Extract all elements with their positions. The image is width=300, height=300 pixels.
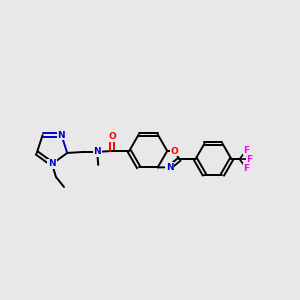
Text: N: N	[58, 130, 65, 140]
Text: N: N	[93, 147, 101, 156]
Text: O: O	[108, 132, 116, 141]
Text: N: N	[166, 163, 173, 172]
Text: O: O	[170, 147, 178, 156]
Text: F: F	[243, 146, 250, 155]
Text: F: F	[246, 155, 253, 164]
Text: F: F	[243, 164, 250, 173]
Text: N: N	[48, 160, 56, 169]
